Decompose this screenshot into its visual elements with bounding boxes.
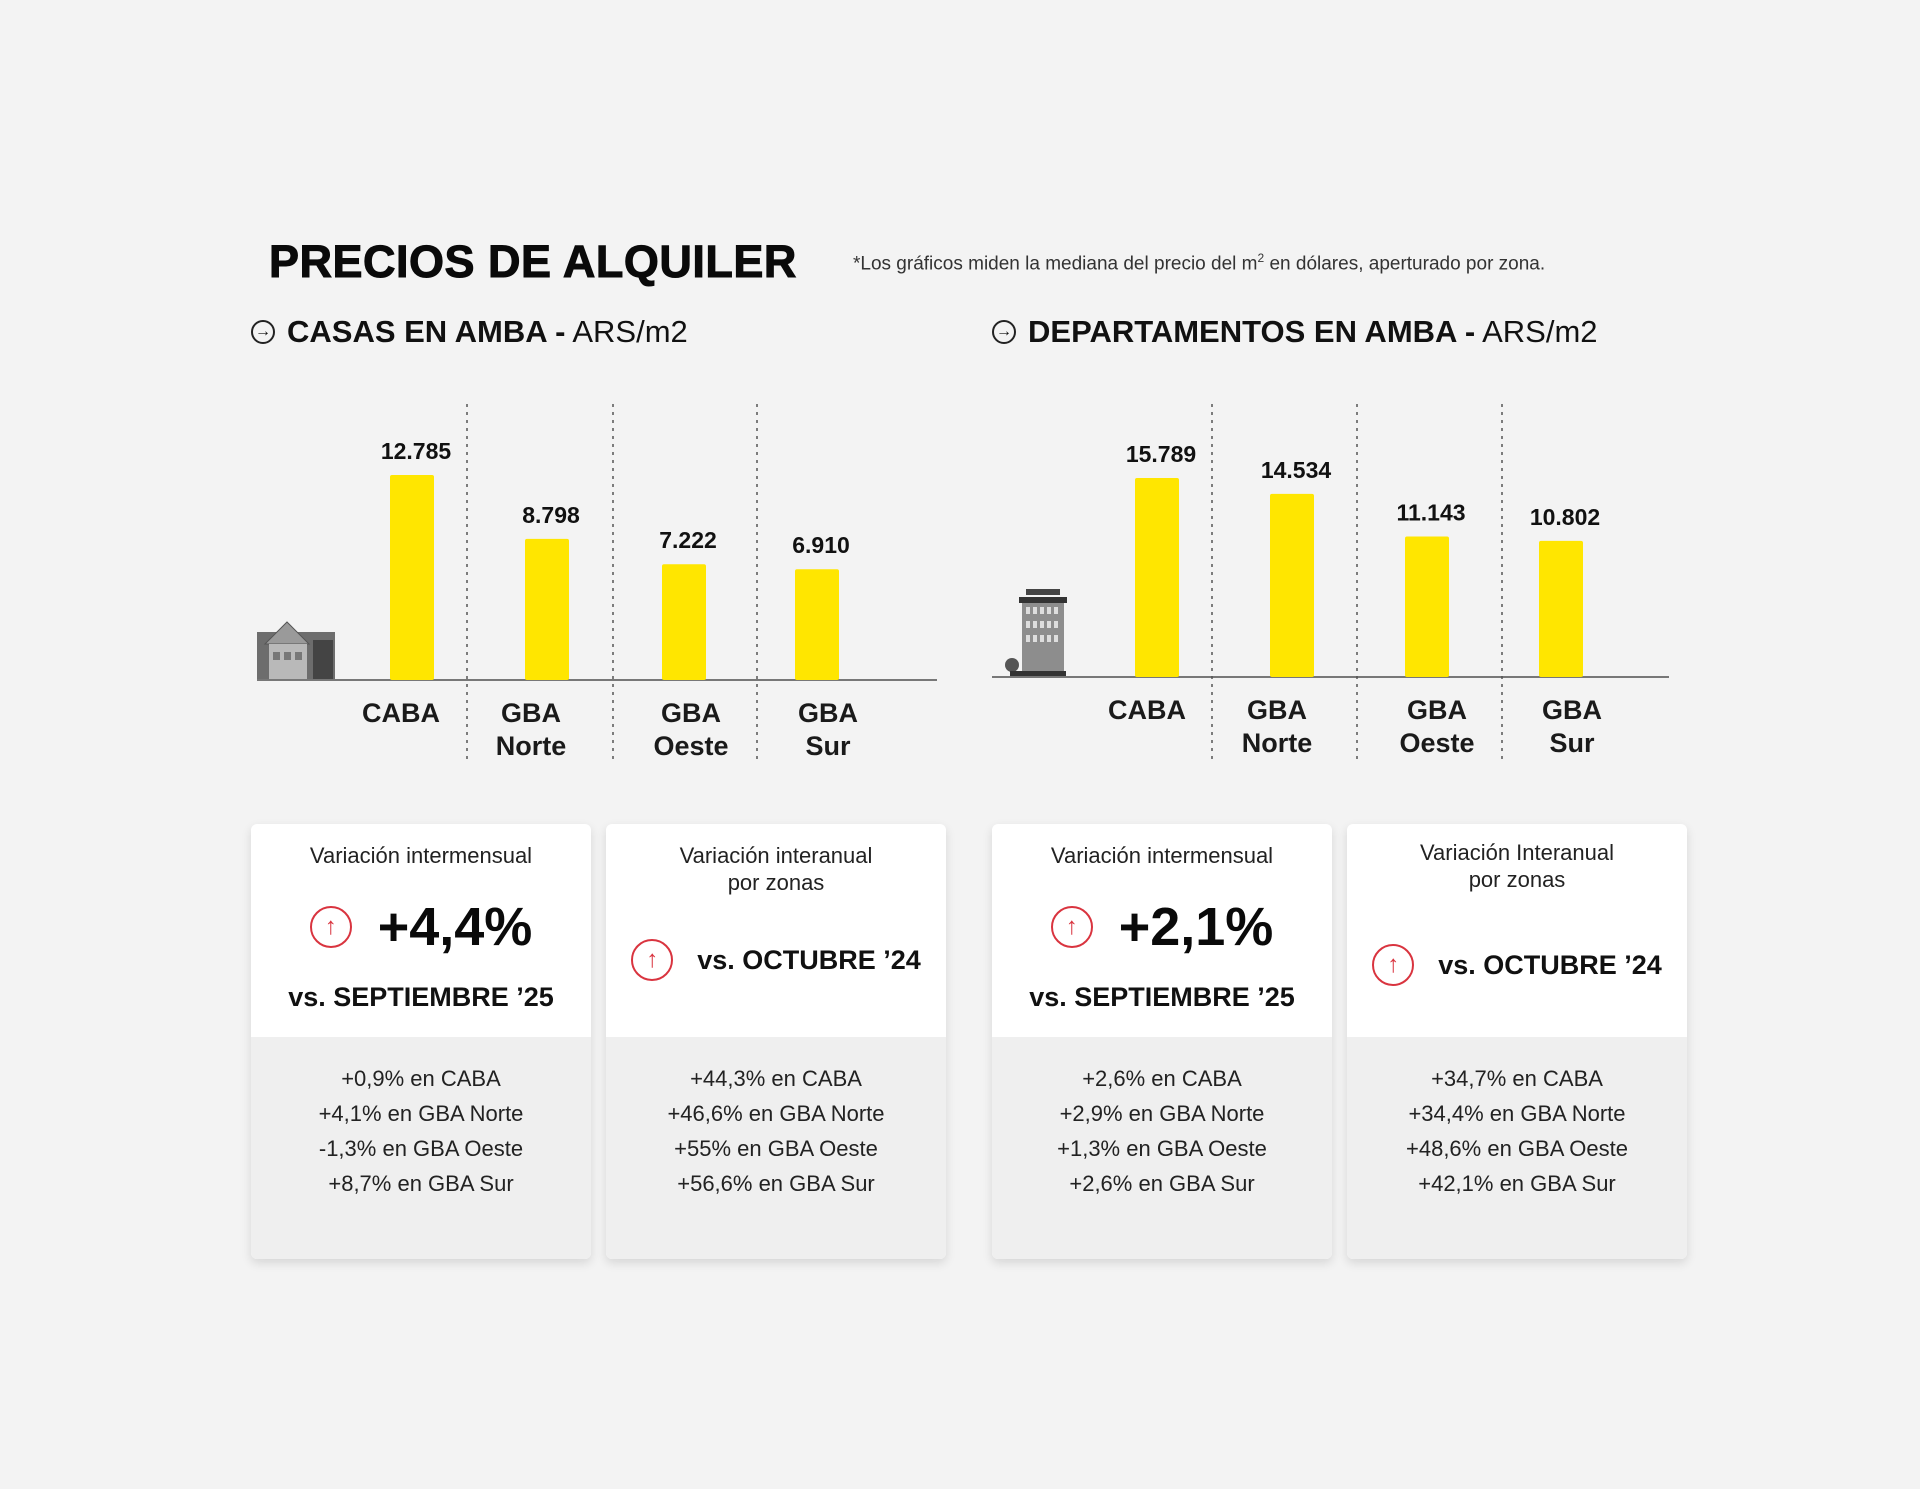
list-item: +56,6% en GBA Sur: [677, 1171, 875, 1196]
list-item: -1,3% en GBA Oeste: [318, 1136, 524, 1161]
list-item: +44,3% en CABA: [690, 1066, 862, 1091]
list-item: +34,7% en CABA: [1431, 1066, 1603, 1091]
category-label: Oeste: [653, 731, 728, 761]
category-label: GBA: [1247, 695, 1307, 725]
bar-chart-svg: 15.789CABA14.534GBANorte11.143GBAOeste10…: [992, 404, 1669, 759]
card-comparison: vs. SEPTIEMBRE ’25: [288, 982, 554, 1012]
note-text-end: en dólares, aperturado por zona.: [1264, 253, 1546, 275]
house-icon: [257, 621, 335, 680]
list-item: +0,9% en CABA: [341, 1066, 501, 1091]
data-label: 8.798: [522, 502, 580, 528]
bar: [662, 564, 706, 680]
card-title-line: Variación Interanual: [1419, 840, 1615, 865]
data-label: 10.802: [1530, 504, 1600, 530]
data-label: 11.143: [1396, 500, 1465, 526]
card-comparison: vs. OCTUBRE ’24: [697, 944, 921, 975]
card-title-line: por zonas: [1468, 867, 1566, 892]
card-departamentos-intermensual: Variación intermensual ↑ +2,1% vs. SEPTIE…: [992, 824, 1332, 1259]
category-label: GBA: [1407, 695, 1467, 725]
chart-note: *Los gráficos miden la mediana del preci…: [853, 251, 1545, 275]
chart-title-departamentos: → DEPARTAMENTOS EN AMBA - ARS/m2: [992, 314, 1598, 350]
card-casas-interanual: Variación interanual por zonas ↑ vs. OCTUB…: [606, 824, 946, 1259]
arrow-right-circle-icon: →: [251, 320, 275, 344]
building-icon: [1005, 589, 1067, 677]
card-title: Variación intermensual: [1050, 843, 1274, 868]
chart-departamentos: 15.789 CABA 14.534 GBA Norte 11.143 GBA Oeste 10…: [992, 400, 1669, 770]
data-label: 12.785: [381, 438, 452, 464]
chart-title-unit: ARS/m2: [1482, 314, 1598, 349]
data-label: 6.910: [792, 532, 850, 558]
zone-list: +2,6% en CABA +2,9% en GBA Norte +1,3% e…: [992, 1061, 1332, 1201]
zone-list: +0,9% en CABA +4,1% en GBA Norte -1,3% e…: [251, 1061, 591, 1201]
arrow-right-circle-icon: →: [992, 320, 1016, 344]
card-title-line: Variación interanual: [679, 843, 873, 868]
card-title: Variación interanual por zonas: [606, 842, 946, 896]
list-item: +2,9% en GBA Norte: [1059, 1101, 1265, 1126]
card-bottom: [606, 1037, 946, 1259]
arrow-up-circle-icon: ↑: [631, 939, 674, 981]
zone-list: +44,3% en CABA +46,6% en GBA Norte +55% …: [606, 1061, 946, 1201]
bar: [1539, 540, 1583, 677]
data-label: 14.534: [1261, 457, 1332, 483]
bar: [1270, 493, 1314, 677]
card-casas-intermensual: Variación intermensual ↑ +4,4% vs. SEPTIE…: [251, 824, 591, 1259]
note-superscript: 2: [1257, 251, 1265, 265]
chart-title-unit: ARS/m2: [572, 314, 688, 349]
list-item: +34,4% en GBA Norte: [1408, 1101, 1626, 1126]
arrow-up-circle-icon: ↑: [1050, 906, 1093, 948]
list-item: +2,6% en GBA Sur: [1069, 1171, 1255, 1196]
list-item: +42,1% en GBA Sur: [1418, 1171, 1616, 1196]
card-title-line: por zonas: [727, 870, 825, 895]
bar: [390, 475, 434, 680]
list-item: +46,6% en GBA Norte: [667, 1101, 885, 1126]
category-label: Norte: [496, 731, 567, 761]
card-comparison: vs. OCTUBRE ’24: [1438, 949, 1662, 980]
category-label: GBA: [798, 698, 858, 728]
note-text: *Los gráficos miden la mediana del preci…: [853, 253, 1258, 275]
card-departamentos-interanual: Variación Interanual por zonas ↑ vs. OCTUB…: [1347, 824, 1687, 1259]
data-label: 15.789: [1126, 441, 1196, 467]
arrow-up-circle-icon: ↑: [1372, 944, 1415, 986]
page-title: PRECIOS DE ALQUILER: [269, 236, 797, 288]
data-label: 7.222: [659, 527, 717, 553]
category-label: GBA: [501, 698, 561, 728]
card-value: +2,1%: [1118, 897, 1274, 957]
card-title: Variación Interanual por zonas: [1347, 839, 1687, 893]
bar: [1405, 536, 1449, 677]
bar: [1135, 478, 1179, 677]
card-title: Variación intermensual: [309, 843, 533, 868]
category-label: GBA: [1542, 695, 1602, 725]
bar-chart-svg: 12.785CABA8.798GBANorte7.222GBAOeste6.91…: [257, 404, 937, 761]
chart-title-casas: → CASAS EN AMBA - ARS/m2: [251, 314, 688, 350]
list-item: +8,7% en GBA Sur: [328, 1171, 514, 1196]
chart-casas: 12.785 CABA 8.798 GBA Norte 7.222 GBA Oeste 6.91…: [257, 400, 937, 770]
category-label: Norte: [1242, 728, 1313, 758]
list-item: +48,6% en GBA Oeste: [1406, 1136, 1628, 1161]
category-label: Sur: [1549, 728, 1595, 758]
category-label: Sur: [805, 731, 851, 761]
list-item: +2,6% en CABA: [1082, 1066, 1242, 1091]
card-bottom: [1347, 1037, 1687, 1259]
category-label: GBA: [661, 698, 721, 728]
chart-title-bold: DEPARTAMENTOS EN AMBA -: [1028, 314, 1476, 349]
category-label: Oeste: [1399, 728, 1474, 758]
card-value: +4,4%: [377, 897, 533, 957]
zone-list: +34,7% en CABA +34,4% en GBA Norte +48,6…: [1347, 1061, 1687, 1201]
card-comparison: vs. SEPTIEMBRE ’25: [1029, 982, 1295, 1012]
list-item: +55% en GBA Oeste: [674, 1136, 878, 1161]
bar: [795, 569, 839, 680]
list-item: +1,3% en GBA Oeste: [1057, 1136, 1267, 1161]
list-item: +4,1% en GBA Norte: [318, 1101, 524, 1126]
bar: [525, 538, 569, 680]
arrow-up-circle-icon: ↑: [309, 906, 352, 948]
chart-title-bold: CASAS EN AMBA -: [287, 314, 566, 349]
card-bottom: [251, 1037, 591, 1259]
category-label: CABA: [362, 698, 440, 728]
category-label: CABA: [1108, 695, 1186, 725]
card-bottom: [992, 1037, 1332, 1259]
